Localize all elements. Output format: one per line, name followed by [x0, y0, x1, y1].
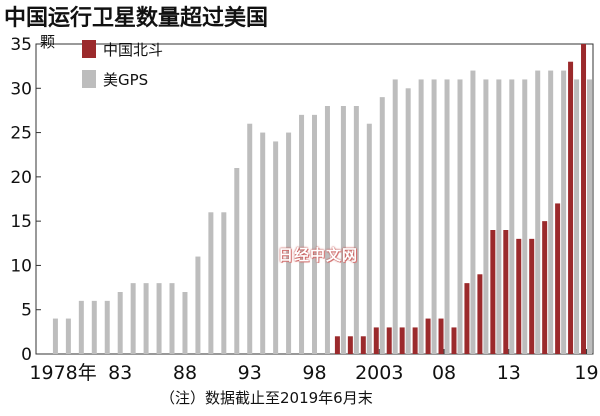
gps-bar-1980 [78, 300, 84, 354]
beidou-bar-2014 [516, 238, 522, 354]
x-tick-label: 93 [238, 362, 262, 384]
gps-bar-1999 [324, 106, 330, 354]
gps-bar-1990 [208, 212, 214, 354]
gps-bar-1982 [104, 300, 110, 354]
beidou-bar-2005 [399, 327, 405, 354]
legend-swatch-beidou [82, 40, 96, 58]
beidou-bar-2009 [451, 327, 457, 354]
beidou-bar-2015 [529, 238, 535, 354]
x-tick-label: 83 [108, 362, 132, 384]
gps-bar-2017 [561, 70, 567, 354]
beidou-bar-2018 [568, 61, 574, 355]
gps-bar-1992 [234, 168, 240, 354]
gps-bar-1986 [156, 283, 162, 354]
x-tick-label: 08 [432, 362, 456, 384]
gps-bar-2010 [470, 70, 476, 354]
gps-bar-2014 [522, 79, 528, 355]
y-tick-label: 0 [21, 345, 32, 365]
gps-bar-2011 [483, 79, 489, 355]
gps-bar-1978 [52, 318, 58, 354]
legend-swatch-gps [82, 70, 96, 88]
beidou-bar-2003 [373, 327, 379, 354]
y-tick-label: 35 [10, 35, 32, 55]
x-tick-label: 88 [173, 362, 197, 384]
y-tick-label: 10 [10, 256, 32, 276]
gps-bar-2008 [444, 79, 450, 355]
y-tick-label: 15 [10, 212, 32, 232]
gps-bar-2013 [509, 79, 515, 355]
gps-bar-2003 [379, 97, 385, 354]
beidou-bar-2011 [477, 274, 483, 354]
beidou-bar-2007 [425, 318, 431, 354]
gps-bar-1993 [247, 123, 253, 355]
x-tick-label: 2003 [355, 362, 403, 384]
gps-bar-1987 [169, 283, 175, 354]
y-tick-label: 20 [10, 168, 32, 188]
gps-bar-2007 [431, 79, 437, 355]
gps-bar-2019 [587, 79, 593, 355]
gps-bar-1984 [130, 283, 136, 354]
y-axis-unit: 颗 [40, 33, 55, 51]
legend-label-gps: 美GPS [103, 71, 148, 89]
gps-bar-2005 [405, 88, 411, 354]
gps-bar-1981 [91, 300, 97, 354]
gps-bar-1996 [286, 132, 292, 354]
beidou-bar-2002 [360, 336, 366, 354]
x-tick-label: 19 [574, 362, 598, 384]
gps-bar-1995 [273, 141, 279, 354]
beidou-bar-2000 [334, 336, 340, 354]
gps-bar-2016 [548, 70, 554, 354]
gps-bar-2018 [574, 79, 580, 355]
beidou-bar-2010 [464, 283, 470, 354]
gps-bar-1985 [143, 283, 149, 354]
y-tick-label: 30 [10, 79, 32, 99]
beidou-bar-2012 [490, 230, 496, 354]
gps-bar-2012 [496, 79, 502, 355]
gps-bar-2001 [353, 106, 359, 354]
x-tick-label: 1978年 [29, 362, 96, 384]
gps-bar-2006 [418, 79, 424, 355]
gps-bar-1983 [117, 292, 123, 354]
gps-bar-2004 [392, 79, 398, 355]
gps-bar-1994 [260, 132, 266, 354]
beidou-bar-2016 [542, 221, 548, 354]
beidou-bar-2004 [386, 327, 392, 354]
gps-bar-1991 [221, 212, 227, 354]
y-tick-label: 5 [21, 301, 32, 321]
beidou-bar-2017 [555, 203, 561, 354]
gps-bar-1988 [182, 292, 188, 354]
x-tick-label: 98 [302, 362, 326, 384]
beidou-bar-2001 [347, 336, 353, 354]
chart-footnote: （注）数据截止至2019年6月末 [160, 389, 373, 407]
y-tick-label: 25 [10, 124, 32, 144]
watermark: 日经中文网 [278, 246, 359, 264]
gps-bar-1989 [195, 256, 201, 354]
gps-bar-2009 [457, 79, 463, 355]
chart-title: 中国运行卫星数量超过美国 [4, 6, 269, 31]
gps-bar-1998 [312, 114, 317, 354]
beidou-bar-2008 [438, 318, 444, 354]
beidou-bar-2006 [412, 327, 418, 354]
legend-label-beidou: 中国北斗 [103, 41, 163, 59]
chart-axes: 0 5 10 15 20 25 30 35 颗 1978年 83 88 93 98 2003 08 13 19 [10, 33, 598, 384]
x-tick-label: 13 [497, 362, 521, 384]
gps-bar-2002 [366, 123, 372, 355]
gps-bar-2015 [535, 70, 541, 354]
gps-bar-1979 [65, 318, 71, 354]
gps-bar-1997 [299, 114, 305, 354]
chart-bars [52, 44, 593, 355]
beidou-bar-2013 [503, 230, 509, 354]
gps-bar-2000 [340, 106, 346, 354]
beidou-bar-2019 [581, 44, 587, 354]
